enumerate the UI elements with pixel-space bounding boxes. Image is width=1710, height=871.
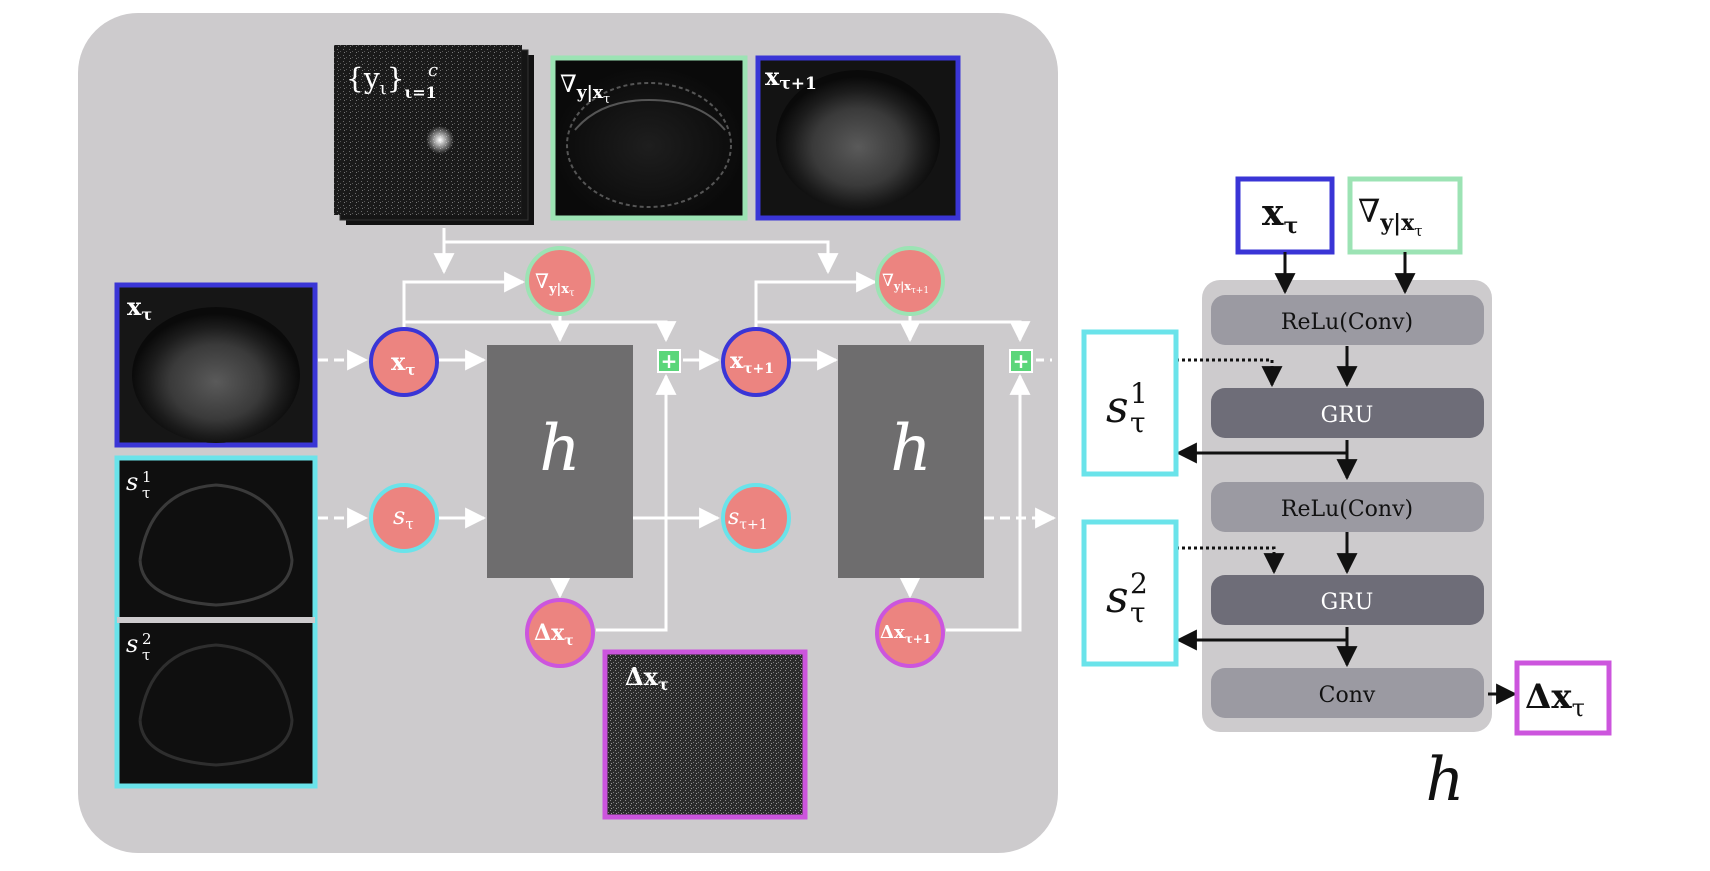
svg-text:Conv: Conv xyxy=(1319,683,1376,708)
layer-relu-conv-1: ReLu(Conv) xyxy=(1211,295,1484,345)
node-dx-tau: Δxτ xyxy=(525,598,595,668)
layer-relu-conv-2: ReLu(Conv) xyxy=(1211,482,1484,532)
svg-text:1: 1 xyxy=(1130,377,1148,410)
svg-text:∇y|xτ: ∇y|xτ xyxy=(560,70,610,107)
output-dx-box: Δxτ xyxy=(1514,660,1612,736)
svg-text:s: s xyxy=(1106,572,1129,623)
svg-text:xτ: xτ xyxy=(1262,192,1298,239)
connectors-right xyxy=(1175,252,1518,705)
input-x-box: xτ xyxy=(1235,176,1335,255)
svg-text:xτ: xτ xyxy=(127,292,152,324)
node-grad-next: ∇y|xτ+1 xyxy=(875,246,945,316)
svg-text:xτ+1: xτ+1 xyxy=(730,348,774,377)
h-caption: h xyxy=(1426,745,1465,815)
svg-text:2: 2 xyxy=(142,630,152,648)
node-dx-next: Δxτ+1 xyxy=(875,598,945,668)
svg-text:Δxτ: Δxτ xyxy=(625,662,669,694)
layer-conv: Conv xyxy=(1211,668,1484,718)
svg-text:+: + xyxy=(1013,349,1030,373)
layer-gru-1: GRU xyxy=(1211,388,1484,438)
svg-text:s: s xyxy=(126,630,138,658)
svg-text:sτ+1: sτ+1 xyxy=(728,505,768,533)
svg-text:τ: τ xyxy=(142,646,150,664)
node-x-next: xτ+1 xyxy=(721,327,791,397)
svg-text:τ: τ xyxy=(1130,596,1146,629)
delta-x-image: Δxτ xyxy=(602,649,808,820)
x-next-image: xτ+1 xyxy=(755,55,961,221)
state-s1-box: s 1 τ xyxy=(1081,329,1179,477)
svg-text:GRU: GRU xyxy=(1321,403,1374,428)
connectors-left xyxy=(318,228,1057,632)
svg-text:Δxτ: Δxτ xyxy=(1525,677,1585,722)
svg-text:ReLu(Conv): ReLu(Conv) xyxy=(1281,497,1413,522)
s-states-image: s 1 τ s 2 τ xyxy=(114,455,318,789)
svg-text:GRU: GRU xyxy=(1321,590,1374,615)
svg-text:sτ: sτ xyxy=(393,502,414,533)
plus-node-1: + xyxy=(657,349,681,373)
svg-text:s: s xyxy=(126,468,138,496)
svg-text:Δxτ+1: Δxτ+1 xyxy=(880,622,931,646)
node-s-tau: sτ xyxy=(369,483,439,553)
svg-text:1: 1 xyxy=(142,468,152,486)
layer-gru-2: GRU xyxy=(1211,575,1484,625)
svg-text:{yι}ι=1: {yι}ι=1 xyxy=(346,62,437,102)
node-grad-tau: ∇y|xτ xyxy=(525,246,595,316)
svg-text:xτ: xτ xyxy=(391,347,415,379)
node-s-next: sτ+1 xyxy=(721,483,791,553)
kspace-stack: {yι}ι=1 c xyxy=(334,45,534,225)
plus-node-2: + xyxy=(1009,349,1033,373)
svg-text:h: h xyxy=(890,412,931,486)
x-tau-image: xτ xyxy=(114,282,318,448)
input-grad-box: ∇y|xτ xyxy=(1347,176,1463,255)
svg-text:∇y|xτ+1: ∇y|xτ+1 xyxy=(882,271,929,296)
svg-text:xτ+1: xτ+1 xyxy=(765,62,817,94)
svg-text:h: h xyxy=(539,412,580,486)
svg-text:τ: τ xyxy=(142,484,150,502)
svg-text:s: s xyxy=(1106,382,1129,433)
svg-text:ReLu(Conv): ReLu(Conv) xyxy=(1281,310,1413,335)
h-block-1: h xyxy=(487,345,633,578)
state-s2-box: s 2 τ xyxy=(1081,519,1179,667)
h-block-2: h xyxy=(838,345,984,578)
svg-text:+: + xyxy=(661,349,678,373)
svg-text:c: c xyxy=(428,60,438,81)
svg-text:2: 2 xyxy=(1130,567,1148,600)
gradient-image: ∇y|xτ xyxy=(550,55,748,221)
svg-text:Δxτ: Δxτ xyxy=(534,620,574,649)
svg-text:τ: τ xyxy=(1130,406,1146,439)
svg-text:∇y|xτ: ∇y|xτ xyxy=(535,269,575,299)
svg-text:∇y|xτ: ∇y|xτ xyxy=(1358,192,1423,240)
node-x-tau: xτ xyxy=(369,327,439,397)
